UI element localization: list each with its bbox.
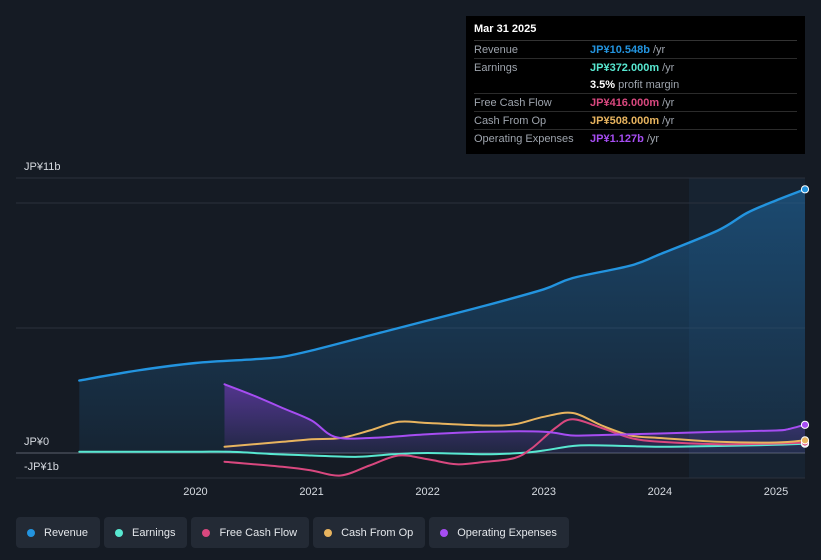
x-axis-ticks: 2020 2021 2022 2023 2024 2025 <box>183 486 788 498</box>
legend-label: Revenue <box>44 526 89 539</box>
legend-item-earnings[interactable]: Earnings <box>104 517 188 548</box>
tooltip-label: Operating Expenses <box>474 132 574 145</box>
y-label-bottom: -JP¥1b <box>24 461 59 473</box>
legend-dot-icon <box>324 528 333 537</box>
y-label-top: JP¥11b <box>24 161 61 173</box>
series-endpoints <box>800 185 810 448</box>
tooltip: Mar 31 2025 Revenue JP¥10.548b /yr Earni… <box>466 16 805 154</box>
legend-dot-icon <box>202 528 211 537</box>
legend: Revenue Earnings Free Cash Flow Cash Fro… <box>16 517 569 548</box>
x-tick-label: 2020 <box>183 486 207 498</box>
revenue-area <box>79 189 806 454</box>
operating-expenses-end-point <box>800 420 810 429</box>
tooltip-date: Mar 31 2025 <box>474 23 797 41</box>
revenue-line <box>78 188 807 382</box>
tooltip-row-operating-expenses: Operating Expenses JP¥1.127b /yr <box>474 130 797 147</box>
operating-expenses-area <box>224 384 805 453</box>
tooltip-unit: profit margin <box>618 78 680 91</box>
tooltip-label: Revenue <box>474 43 519 56</box>
revenue-end-point <box>800 185 810 194</box>
tooltip-row-earnings: Earnings JP¥372.000m /yr <box>474 59 797 76</box>
tooltip-value: JP¥10.548b <box>590 43 650 56</box>
legend-item-revenue[interactable]: Revenue <box>16 517 101 548</box>
x-tick-label: 2023 <box>532 486 556 498</box>
tooltip-unit: /yr <box>646 132 660 145</box>
tooltip-unit: /yr <box>662 96 675 109</box>
tooltip-unit: /yr <box>662 114 675 127</box>
legend-dot-icon <box>115 528 124 537</box>
x-tick-label: 2021 <box>299 486 323 498</box>
tooltip-value: JP¥508.000m <box>590 114 660 127</box>
legend-dot-icon <box>27 528 35 537</box>
tooltip-row-cash-from-op: Cash From Op JP¥508.000m /yr <box>474 112 797 130</box>
tooltip-row-free-cash-flow: Free Cash Flow JP¥416.000m /yr <box>474 94 797 112</box>
tooltip-value: 3.5% <box>590 78 616 91</box>
x-tick-label: 2025 <box>764 486 788 498</box>
x-tick-label: 2024 <box>648 486 672 498</box>
series-lines <box>78 188 807 477</box>
cash-from-op-end-point <box>800 436 810 445</box>
earnings-line <box>78 442 806 458</box>
legend-dot-icon <box>440 528 449 537</box>
legend-label: Free Cash Flow <box>219 526 298 539</box>
tooltip-label: Earnings <box>474 61 518 74</box>
legend-label: Cash From Op <box>341 526 414 539</box>
legend-item-cash-from-op[interactable]: Cash From Op <box>313 517 426 548</box>
tooltip-label: Free Cash Flow <box>474 96 552 109</box>
tooltip-unit: /yr <box>652 43 666 56</box>
legend-label: Earnings <box>132 526 176 539</box>
tooltip-unit: /yr <box>662 61 675 74</box>
legend-item-operating-expenses[interactable]: Operating Expenses <box>429 517 569 548</box>
legend-item-free-cash-flow[interactable]: Free Cash Flow <box>191 517 310 548</box>
tooltip-row-revenue: Revenue JP¥10.548b /yr <box>474 41 797 59</box>
tooltip-value: JP¥372.000m <box>590 61 660 74</box>
tooltip-label: Cash From Op <box>474 114 547 127</box>
cash-from-op-line <box>223 411 806 448</box>
x-tick-label: 2022 <box>415 486 439 498</box>
tooltip-value: JP¥1.127b <box>590 132 644 145</box>
series-areas <box>79 189 806 454</box>
tooltip-row-profit-margin: 3.5% profit margin <box>474 76 797 94</box>
free-cash-flow-line <box>223 418 806 477</box>
tooltip-value: JP¥416.000m <box>590 96 660 109</box>
legend-label: Operating Expenses <box>457 526 557 539</box>
y-label-zero: JP¥0 <box>24 436 49 448</box>
operating-expenses-line <box>223 383 806 440</box>
